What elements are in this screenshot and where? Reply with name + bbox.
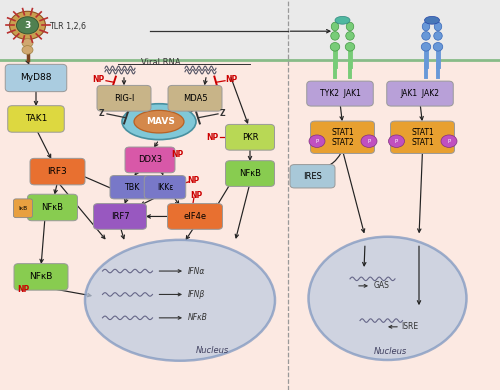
Ellipse shape [434, 32, 442, 40]
FancyBboxPatch shape [168, 204, 222, 229]
Ellipse shape [335, 16, 350, 24]
Text: P: P [395, 139, 398, 144]
Text: NP: NP [225, 75, 237, 85]
Circle shape [309, 135, 325, 147]
Text: NP: NP [206, 133, 218, 142]
Circle shape [361, 135, 377, 147]
Text: IFNα: IFNα [188, 266, 205, 276]
Text: Viral RNA: Viral RNA [141, 58, 181, 67]
FancyBboxPatch shape [97, 85, 151, 111]
Circle shape [388, 135, 404, 147]
Text: RIG-I: RIG-I [114, 94, 134, 103]
FancyBboxPatch shape [307, 81, 373, 106]
Text: MDA5: MDA5 [182, 94, 208, 103]
FancyBboxPatch shape [387, 81, 453, 106]
Text: P: P [448, 139, 450, 144]
Text: TAK1: TAK1 [25, 114, 47, 124]
Circle shape [22, 39, 33, 47]
Bar [0, 0, 500, 60]
FancyBboxPatch shape [125, 147, 175, 173]
Circle shape [10, 11, 46, 39]
Text: TBK: TBK [124, 183, 140, 192]
Bar [0, 60, 500, 390]
Text: Z: Z [219, 108, 225, 118]
FancyBboxPatch shape [5, 64, 67, 92]
Text: JAK1  JAK2: JAK1 JAK2 [400, 89, 440, 98]
FancyBboxPatch shape [30, 158, 85, 185]
FancyBboxPatch shape [14, 199, 32, 218]
Text: NFκB: NFκB [239, 169, 261, 178]
Ellipse shape [434, 22, 442, 31]
Text: STAT1
STAT2: STAT1 STAT2 [331, 128, 354, 147]
Ellipse shape [330, 43, 340, 51]
Text: NP: NP [17, 285, 29, 294]
Text: NP: NP [187, 176, 199, 185]
Ellipse shape [346, 32, 354, 40]
FancyBboxPatch shape [390, 121, 454, 153]
Text: P: P [316, 139, 318, 144]
FancyBboxPatch shape [94, 204, 146, 229]
Ellipse shape [422, 32, 430, 40]
Text: TLR 1,2,6: TLR 1,2,6 [49, 22, 86, 31]
Ellipse shape [134, 110, 184, 133]
Text: NFκB: NFκB [188, 313, 208, 323]
Ellipse shape [345, 43, 355, 51]
Ellipse shape [346, 22, 354, 31]
Ellipse shape [122, 104, 196, 140]
Circle shape [16, 17, 38, 34]
FancyBboxPatch shape [28, 194, 78, 221]
FancyBboxPatch shape [110, 176, 154, 199]
FancyBboxPatch shape [226, 161, 274, 186]
Text: IRF7: IRF7 [110, 212, 130, 221]
FancyBboxPatch shape [8, 106, 64, 132]
Text: STAT1
STAT1: STAT1 STAT1 [411, 128, 434, 147]
Ellipse shape [421, 43, 431, 51]
Text: NP: NP [171, 150, 183, 159]
FancyBboxPatch shape [290, 165, 335, 188]
FancyBboxPatch shape [310, 121, 374, 153]
Text: DDX3: DDX3 [138, 155, 162, 165]
Circle shape [441, 135, 457, 147]
FancyBboxPatch shape [144, 176, 186, 199]
Ellipse shape [433, 43, 443, 51]
Ellipse shape [330, 32, 339, 40]
Text: Z: Z [98, 108, 104, 118]
Text: 3: 3 [24, 21, 30, 30]
Text: IFNβ: IFNβ [188, 290, 205, 299]
Text: eIF4e: eIF4e [184, 212, 206, 221]
Text: Nucleus: Nucleus [374, 346, 406, 356]
Ellipse shape [424, 16, 440, 24]
Text: ISRE: ISRE [401, 322, 418, 332]
Text: MAVS: MAVS [146, 117, 176, 126]
Text: NP: NP [190, 191, 202, 200]
FancyBboxPatch shape [226, 124, 274, 150]
Text: NP: NP [92, 75, 104, 85]
Circle shape [22, 46, 33, 54]
Text: IRF3: IRF3 [48, 167, 68, 176]
Ellipse shape [331, 22, 338, 31]
Text: MyD88: MyD88 [20, 73, 52, 83]
Text: P: P [368, 139, 370, 144]
Text: IKKε: IKKε [157, 183, 173, 192]
Text: GAS: GAS [374, 281, 390, 291]
Text: IRES: IRES [303, 172, 322, 181]
Ellipse shape [308, 237, 466, 360]
FancyBboxPatch shape [14, 264, 68, 290]
FancyBboxPatch shape [168, 85, 222, 111]
Text: NFκB: NFκB [30, 272, 52, 282]
Text: NFκB: NFκB [42, 203, 64, 212]
Text: TYK2  JAK1: TYK2 JAK1 [320, 89, 360, 98]
Ellipse shape [422, 22, 430, 31]
Text: IκB: IκB [18, 206, 28, 211]
Text: PKR: PKR [242, 133, 258, 142]
Ellipse shape [85, 240, 275, 361]
Text: Nucleus: Nucleus [196, 346, 229, 355]
